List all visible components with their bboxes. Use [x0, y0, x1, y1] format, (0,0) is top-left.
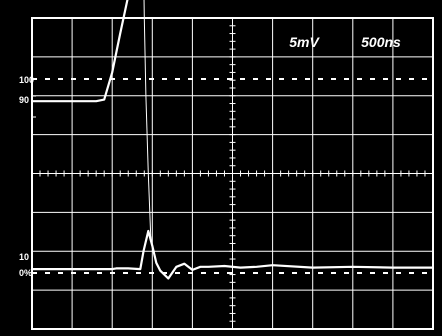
level-label-90: 90 — [19, 95, 29, 105]
series-line-2 — [32, 229, 433, 280]
trace-group — [32, 0, 433, 280]
time-per-div-label: 500ns — [361, 34, 401, 50]
level-label-0pct: 0% — [19, 268, 32, 278]
screen-frame — [31, 17, 434, 330]
volts-per-div-label: 5mV — [289, 34, 320, 50]
series-line-1 — [32, 0, 129, 103]
level-label-10: 10 — [19, 252, 29, 262]
level-label-100: 100 — [19, 75, 34, 85]
series-line-3 — [143, 0, 153, 246]
graticule — [31, 17, 434, 330]
